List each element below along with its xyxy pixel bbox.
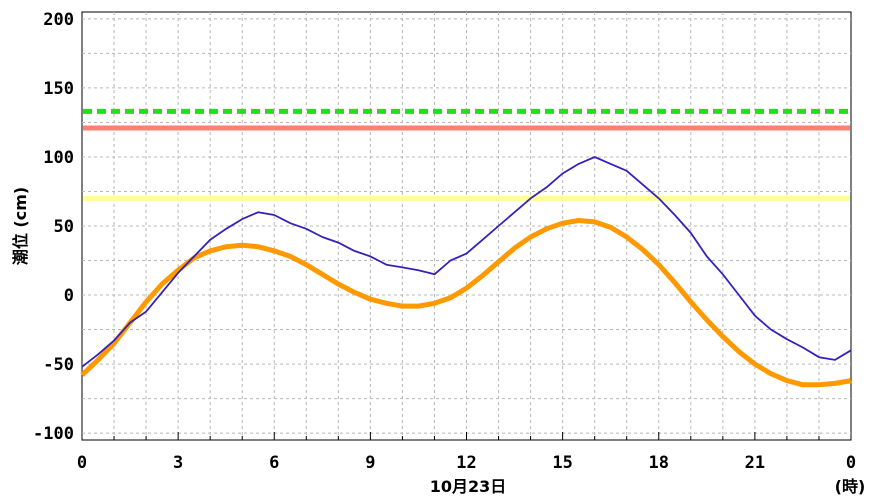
x-tick-labels: 0 3 6 9 12 15 18 21 0 <box>77 453 856 473</box>
y-tick-label: -100 <box>33 424 74 444</box>
y-tick-label: 50 <box>54 217 74 237</box>
x-tick-label: 6 <box>269 453 279 473</box>
y-axis-label: 潮位 (cm) <box>11 187 30 265</box>
observed-tide-line <box>81 156 852 368</box>
x-unit-label: (時) <box>835 477 866 496</box>
y-tick-label: 100 <box>43 148 74 168</box>
x-tick-label: 18 <box>649 453 669 473</box>
y-tick-label: -50 <box>43 355 74 375</box>
x-axis-label: 10月23日 <box>430 477 507 496</box>
x-tick-label: 21 <box>745 453 765 473</box>
x-tick-label: 9 <box>365 453 375 473</box>
axis-ticks <box>113 432 820 440</box>
y-tick-labels: 200 150 100 50 0 -50 -100 <box>33 10 74 444</box>
y-tick-label: 150 <box>43 79 74 99</box>
series-lines <box>80 156 852 388</box>
x-tick-label: 12 <box>456 453 476 473</box>
x-tick-label: 3 <box>173 453 183 473</box>
x-tick-label: 15 <box>552 453 572 473</box>
reference-lines <box>83 108 850 201</box>
predicted-tide-line <box>80 218 852 388</box>
y-tick-label: 200 <box>43 10 74 30</box>
x-tick-label: 0 <box>846 453 856 473</box>
y-tick-label: 0 <box>64 286 74 306</box>
x-tick-label: 0 <box>77 453 87 473</box>
